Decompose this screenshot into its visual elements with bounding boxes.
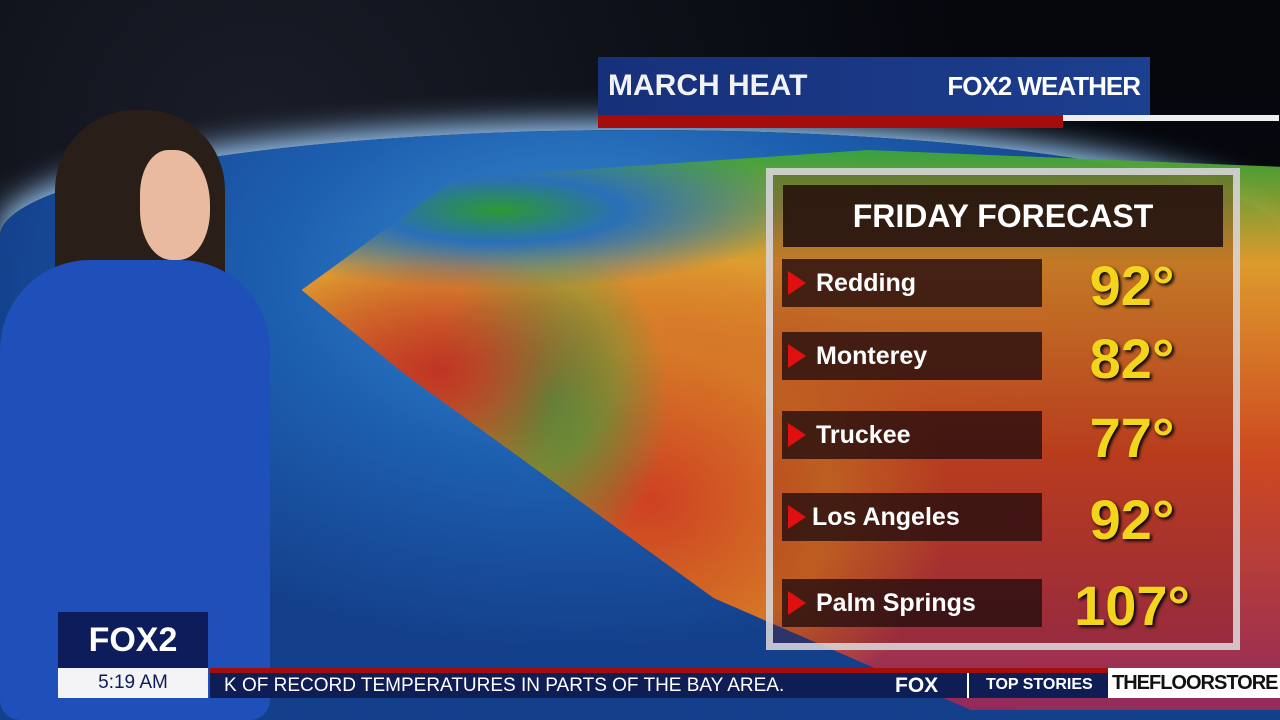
divider — [967, 673, 969, 698]
news-ticker: K OF RECORD TEMPERATURES IN PARTS OF THE… — [210, 668, 1108, 698]
forecast-row: Los Angeles 92° — [782, 488, 1232, 551]
presenter-face — [140, 150, 210, 260]
fox2-logo: FOX2 — [58, 612, 208, 668]
forecast-row: Truckee 77° — [782, 406, 1232, 469]
arrow-icon — [788, 505, 806, 529]
sponsor-logo: THEFLOORSTORE — [1108, 668, 1280, 698]
arrow-icon — [788, 423, 806, 447]
temperature: 82° — [1089, 327, 1175, 390]
forecast-row: Redding 92° — [782, 254, 1232, 317]
forecast-row: Monterey 82° — [782, 327, 1232, 390]
city-label: Monterey — [782, 332, 1042, 380]
city-name: Redding — [816, 269, 916, 297]
clock: 5:19 AM — [58, 668, 208, 698]
temperature: 107° — [1074, 574, 1190, 637]
title-bar: MARCH HEAT FOX2 WEATHER — [598, 57, 1150, 117]
city-name: Los Angeles — [812, 503, 960, 531]
city-label: Palm Springs — [782, 579, 1042, 627]
city-label: Los Angeles — [782, 493, 1042, 541]
arrow-icon — [788, 271, 806, 295]
forecast-header: FRIDAY FORECAST — [783, 185, 1223, 247]
temperature: 77° — [1089, 406, 1175, 469]
fox-logo: FOX — [895, 674, 939, 697]
temperature: 92° — [1089, 488, 1175, 551]
white-strip — [1063, 115, 1279, 121]
section-label: TOP STORIES — [986, 676, 1093, 693]
city-name: Truckee — [816, 421, 911, 449]
city-name: Monterey — [816, 342, 928, 370]
fox2-weather-logo: FOX2 WEATHER — [947, 71, 1141, 101]
city-label: Redding — [782, 259, 1042, 307]
ticker-text: K OF RECORD TEMPERATURES IN PARTS OF THE… — [224, 675, 785, 696]
temperature: 92° — [1089, 254, 1175, 317]
city-label: Truckee — [782, 411, 1042, 459]
forecast-row: Palm Springs 107° — [782, 574, 1232, 637]
arrow-icon — [788, 591, 806, 615]
segment-title: MARCH HEAT — [608, 69, 808, 102]
forecast-panel: FRIDAY FORECAST Redding 92° Monterey 82°… — [766, 168, 1240, 650]
red-strip — [598, 115, 1063, 128]
city-name: Palm Springs — [816, 589, 976, 617]
arrow-icon — [788, 344, 806, 368]
